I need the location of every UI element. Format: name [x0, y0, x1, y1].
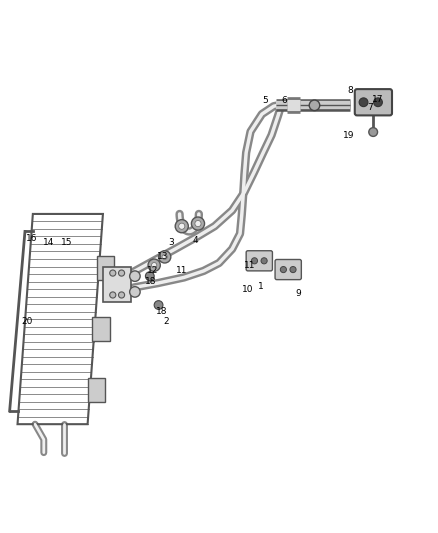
- FancyBboxPatch shape: [275, 260, 301, 280]
- Text: 15: 15: [61, 238, 72, 247]
- Text: 17: 17: [372, 95, 384, 104]
- Circle shape: [118, 270, 124, 276]
- Circle shape: [145, 272, 154, 280]
- Circle shape: [152, 263, 157, 268]
- Circle shape: [374, 98, 382, 107]
- Circle shape: [110, 270, 116, 276]
- Circle shape: [261, 258, 267, 264]
- Text: 10: 10: [242, 285, 253, 294]
- Circle shape: [159, 251, 171, 263]
- Text: 12: 12: [147, 265, 158, 274]
- Text: 11: 11: [176, 265, 187, 274]
- Circle shape: [359, 98, 368, 107]
- Circle shape: [148, 259, 160, 271]
- FancyBboxPatch shape: [355, 89, 392, 115]
- Circle shape: [154, 301, 163, 310]
- Bar: [97, 255, 114, 280]
- Circle shape: [179, 223, 185, 229]
- Text: 7: 7: [367, 103, 373, 112]
- Text: 8: 8: [347, 86, 353, 95]
- Circle shape: [130, 271, 140, 281]
- Text: 4: 4: [192, 236, 198, 245]
- Text: 2: 2: [164, 317, 169, 326]
- Circle shape: [280, 266, 286, 273]
- Bar: [103, 266, 131, 302]
- Circle shape: [130, 287, 140, 297]
- Text: 18: 18: [156, 306, 168, 316]
- Text: 3: 3: [168, 238, 174, 247]
- Text: 16: 16: [26, 233, 37, 243]
- FancyBboxPatch shape: [246, 251, 272, 271]
- Circle shape: [251, 258, 258, 264]
- Circle shape: [369, 128, 378, 136]
- Bar: [88, 378, 106, 402]
- Circle shape: [175, 220, 188, 233]
- Text: 9: 9: [295, 289, 301, 298]
- Text: 6: 6: [281, 96, 287, 106]
- Circle shape: [118, 292, 124, 298]
- Circle shape: [195, 221, 201, 227]
- Text: 19: 19: [343, 132, 354, 141]
- Circle shape: [290, 266, 296, 273]
- Circle shape: [162, 254, 167, 260]
- Text: 18: 18: [145, 277, 157, 286]
- Text: 11: 11: [244, 261, 255, 270]
- Text: 20: 20: [21, 317, 33, 326]
- Text: 14: 14: [42, 238, 54, 247]
- Bar: [92, 317, 110, 341]
- Text: 13: 13: [157, 252, 169, 261]
- Circle shape: [110, 292, 116, 298]
- Circle shape: [191, 217, 205, 230]
- Text: 5: 5: [262, 96, 268, 106]
- Text: 1: 1: [258, 282, 264, 290]
- Circle shape: [309, 100, 320, 110]
